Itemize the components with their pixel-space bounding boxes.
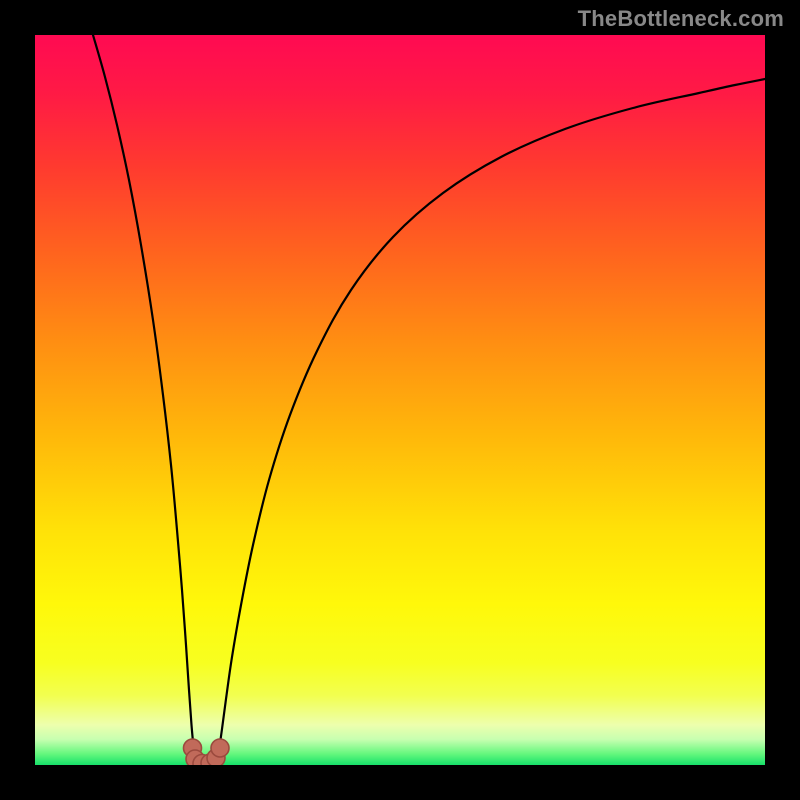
bottleneck-curve-chart <box>35 35 765 765</box>
watermark-text: TheBottleneck.com <box>578 6 784 32</box>
gradient-background <box>35 35 765 765</box>
dip-dot <box>211 739 229 757</box>
chart-frame: TheBottleneck.com <box>0 0 800 800</box>
plot-area <box>35 35 765 765</box>
